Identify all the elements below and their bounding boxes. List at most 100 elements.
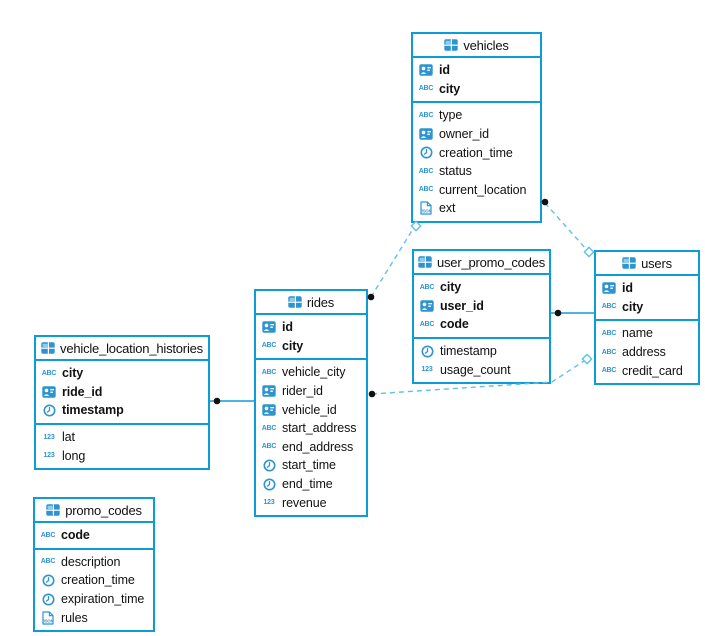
column-name-label: revenue xyxy=(282,495,327,510)
columns-section: 123 lat 123 long xyxy=(36,422,208,468)
column-row: ABC city xyxy=(414,278,549,297)
column-type-icon-holder: ABC xyxy=(601,349,617,356)
column-type-icon-holder: JSON xyxy=(418,201,434,216)
column-row: ABC start_address xyxy=(256,419,366,438)
column-row: ABC address xyxy=(596,343,698,362)
column-type-icon-holder: 123 xyxy=(261,499,277,506)
timestamp-type-icon xyxy=(263,478,275,491)
column-name-label: timestamp xyxy=(62,403,124,418)
relationship-line-vehicles-users xyxy=(544,202,587,250)
relationship-endpoint-dot xyxy=(554,309,562,317)
column-row: id xyxy=(256,318,366,337)
json-type-icon: JSON xyxy=(42,611,54,625)
uuid-type-icon xyxy=(420,300,434,312)
string-type-icon: ABC xyxy=(601,329,617,337)
column-type-icon-holder: ABC xyxy=(40,558,56,565)
column-type-icon-holder xyxy=(41,386,57,398)
table-header: users xyxy=(596,252,698,276)
column-row: start_time xyxy=(256,456,366,475)
column-row: ABC name xyxy=(596,324,698,343)
column-row: JSON ext xyxy=(413,199,540,218)
column-type-icon-holder xyxy=(418,128,434,140)
column-name-label: lat xyxy=(62,430,75,445)
column-row: timestamp xyxy=(36,401,208,420)
string-type-icon: ABC xyxy=(261,342,277,350)
table-name-label: rides xyxy=(306,294,335,310)
table-user_promo_codes[interactable]: user_promo_codes ABC city user_id ABC code tim… xyxy=(412,249,551,384)
column-row: id xyxy=(413,61,540,80)
column-name-label: code xyxy=(61,528,90,543)
column-row: ABC end_address xyxy=(256,438,366,457)
table-icon xyxy=(418,256,432,268)
columns-section: ABC type owner_id creation_time ABC status ABC… xyxy=(413,101,540,221)
column-name-label: usage_count xyxy=(440,362,511,377)
string-type-icon: ABC xyxy=(40,558,56,566)
column-type-icon-holder xyxy=(261,459,277,472)
column-name-label: creation_time xyxy=(61,573,135,588)
string-type-icon: ABC xyxy=(601,348,617,356)
table-vehicles[interactable]: vehicles id ABC city ABC type owner_id creation… xyxy=(411,32,542,223)
columns-section: ABC description creation_time expiration_ti… xyxy=(35,547,153,630)
column-type-icon-holder: ABC xyxy=(418,168,434,175)
uuid-type-icon xyxy=(262,403,276,416)
column-type-icon-holder: ABC xyxy=(261,369,277,376)
table-rides[interactable]: rides id ABC city ABC vehicle_city rider_id veh… xyxy=(254,289,368,517)
table-name-label: user_promo_codes xyxy=(436,254,546,270)
table-icon xyxy=(444,39,459,51)
column-type-icon-holder: ABC xyxy=(261,443,277,450)
string-type-icon: ABC xyxy=(418,167,434,175)
column-type-icon-holder: 123 xyxy=(41,434,57,441)
column-name-label: end_time xyxy=(282,477,333,492)
table-name-label: promo_codes xyxy=(65,502,142,518)
string-type-icon: ABC xyxy=(601,303,617,311)
column-type-icon-holder: ABC xyxy=(261,425,277,432)
relationship-endpoint-dot xyxy=(541,198,549,206)
key-columns-section: ABC city ride_id timestamp xyxy=(36,361,208,423)
column-row: ABC code xyxy=(35,526,153,545)
table-users[interactable]: users id ABC city ABC name ABC address ABC credit… xyxy=(594,250,700,385)
key-columns-section: id ABC city xyxy=(596,276,698,319)
column-row: timestamp xyxy=(414,342,549,361)
string-type-icon: ABC xyxy=(40,531,56,539)
column-type-icon-holder xyxy=(41,404,57,417)
string-type-icon: ABC xyxy=(601,367,617,375)
column-name-label: id xyxy=(622,281,633,296)
table-header: rides xyxy=(256,291,366,315)
column-row: 123 lat xyxy=(36,428,208,447)
table-vehicle_location_histories[interactable]: vehicle_location_histories ABC city ride_id… xyxy=(34,335,210,470)
table-name-label: vehicle_location_histories xyxy=(60,340,203,356)
column-row: creation_time xyxy=(35,571,153,590)
timestamp-type-icon xyxy=(42,574,54,587)
column-row: user_id xyxy=(414,297,549,316)
column-name-label: ext xyxy=(439,201,456,216)
relationship-line-rides-vehicles xyxy=(370,228,414,298)
column-name-label: id xyxy=(439,63,450,78)
svg-text:JSON: JSON xyxy=(420,209,431,214)
column-type-icon-holder xyxy=(601,282,617,294)
column-row: rider_id xyxy=(256,382,366,401)
column-name-label: long xyxy=(62,448,86,463)
column-name-label: rules xyxy=(61,610,88,625)
column-type-icon-holder: 123 xyxy=(419,366,435,373)
column-type-icon-holder: ABC xyxy=(40,532,56,539)
column-name-label: vehicle_id xyxy=(282,402,337,417)
column-name-label: id xyxy=(282,320,293,335)
column-row: id xyxy=(596,279,698,298)
column-name-label: current_location xyxy=(439,182,527,197)
column-name-label: timestamp xyxy=(440,344,497,359)
table-header: user_promo_codes xyxy=(414,251,549,275)
column-type-icon-holder xyxy=(261,321,277,333)
table-header: vehicle_location_histories xyxy=(36,337,208,361)
number-type-icon: 123 xyxy=(421,366,433,374)
column-type-icon-holder: ABC xyxy=(601,330,617,337)
column-name-label: city xyxy=(439,81,461,96)
string-type-icon: ABC xyxy=(261,368,277,376)
column-type-icon-holder xyxy=(40,574,56,587)
json-type-icon: JSON xyxy=(420,201,432,216)
table-promo_codes[interactable]: promo_codes ABC code ABC description creation… xyxy=(33,497,155,632)
timestamp-type-icon xyxy=(263,459,275,472)
column-row: 123 revenue xyxy=(256,493,366,512)
column-row: 123 long xyxy=(36,446,208,465)
column-type-icon-holder: ABC xyxy=(601,303,617,310)
